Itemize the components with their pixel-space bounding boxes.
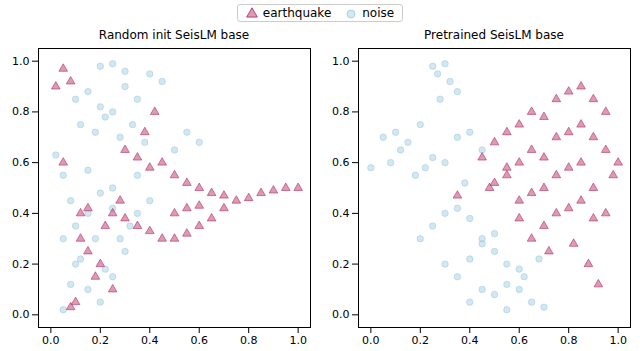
svg-text:0.0: 0.0	[362, 334, 380, 347]
svg-text:0.0: 0.0	[12, 308, 30, 321]
svg-text:0.0: 0.0	[332, 308, 350, 321]
svg-text:0.8: 0.8	[560, 334, 578, 347]
svg-text:0.4: 0.4	[12, 207, 30, 220]
svg-text:0.0: 0.0	[42, 334, 60, 347]
html-text:Pretrained SeisLM base: Pretrained SeisLM base	[424, 28, 564, 42]
svg-text:0.8: 0.8	[240, 334, 258, 347]
svg-text:0.2: 0.2	[92, 334, 110, 347]
svg-text:0.2: 0.2	[412, 334, 430, 347]
svg-text:1.0: 1.0	[12, 55, 30, 68]
svg-text:0.4: 0.4	[141, 334, 159, 347]
html-text:Random init SeisLM base: Random init SeisLM base	[98, 28, 250, 42]
svg-text:0.4: 0.4	[332, 207, 350, 220]
svg-text:1.0: 1.0	[332, 55, 350, 68]
svg-text:0.6: 0.6	[12, 156, 30, 169]
svg-text:0.8: 0.8	[332, 105, 350, 118]
svg-text:0.2: 0.2	[332, 258, 350, 271]
html-text:earthquake: earthquake	[262, 6, 332, 20]
svg-text:0.6: 0.6	[510, 334, 528, 347]
svg-text:0.6: 0.6	[332, 156, 350, 169]
svg-text:0.6: 0.6	[190, 334, 208, 347]
svg-text:0.8: 0.8	[12, 105, 30, 118]
svg-text:0.2: 0.2	[12, 258, 30, 271]
svg-text:1.0: 1.0	[289, 334, 307, 347]
html-text:noise: noise	[362, 6, 395, 20]
svg-text:0.4: 0.4	[461, 334, 479, 347]
svg-text:1.0: 1.0	[609, 334, 627, 347]
